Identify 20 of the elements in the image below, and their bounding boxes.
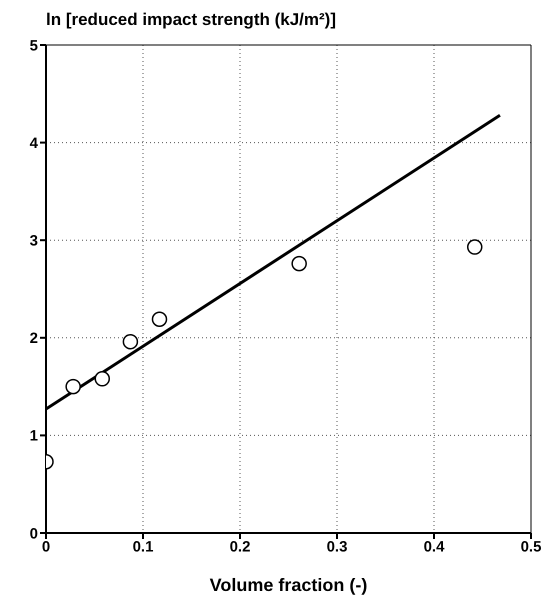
- x-tick-label: 0.4: [424, 538, 446, 556]
- y-tick-label: 2: [30, 330, 38, 348]
- x-tick-label: 0.5: [520, 538, 542, 556]
- x-tick-label: 0.3: [326, 538, 348, 556]
- x-tick-label: 0.1: [132, 538, 154, 556]
- x-tick-label: 0.2: [230, 538, 250, 556]
- y-axis-title: ln [reduced impact strength (kJ/m²)]: [46, 10, 336, 30]
- y-tick-label: 3: [30, 232, 38, 250]
- point: [466, 239, 482, 255]
- y-tick-label: 5: [30, 37, 38, 54]
- point: [122, 334, 138, 350]
- point: [94, 371, 110, 387]
- x-tick-label: 0: [42, 538, 50, 556]
- point: [152, 312, 168, 328]
- y-tick-label: 4: [30, 134, 39, 152]
- y-tick-label: 1: [30, 428, 38, 445]
- point: [291, 256, 307, 272]
- point: [65, 378, 81, 394]
- x-axis-title: Volume fraction (-): [210, 575, 368, 595]
- y-tick-label: 0: [30, 525, 38, 542]
